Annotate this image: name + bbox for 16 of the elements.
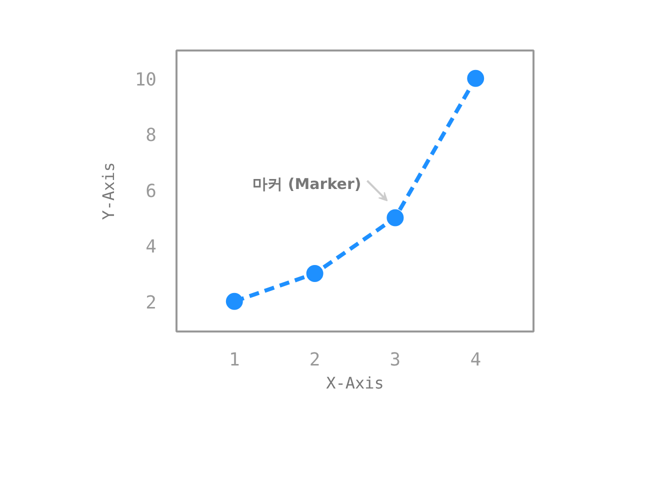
point [467,70,484,87]
x-tick-label: 2 [309,350,320,370]
x-axis-title: X-Axis [326,374,384,392]
y-axis-title: Y-Axis [98,162,118,220]
x-tick-label: 4 [470,350,482,370]
y-tick-label: 2 [146,292,157,314]
x-tick-label: 3 [390,350,401,370]
point [386,209,404,226]
x-tick-label: 1 [228,350,240,370]
y-tick-label: 6 [146,180,157,202]
annotation: 마커 (Marker) [252,174,362,193]
point [306,265,324,282]
point [226,292,243,310]
y-tick-label: 4 [146,236,157,258]
y-tick-label: 10 [134,69,157,90]
y-tick-label: 8 [146,125,157,146]
